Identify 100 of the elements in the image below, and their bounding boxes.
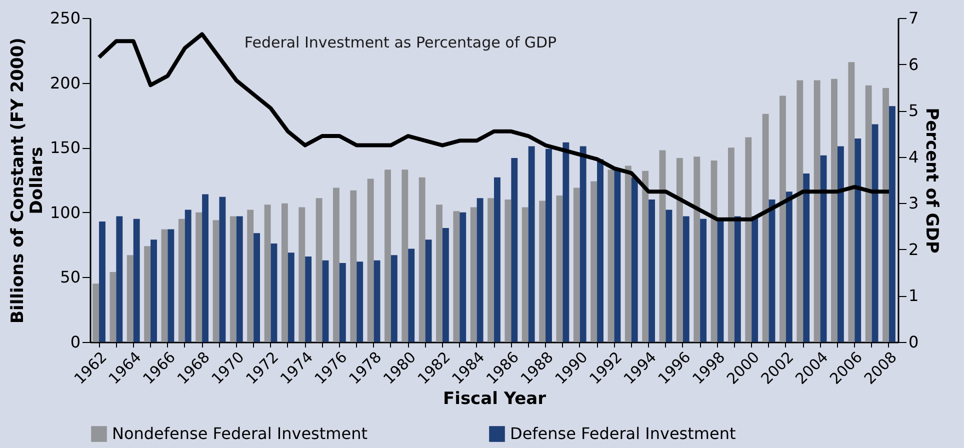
bar	[425, 240, 432, 342]
bar	[92, 284, 100, 342]
bar	[710, 160, 718, 342]
y2-tick-label: 6	[908, 54, 919, 74]
bar	[270, 244, 278, 342]
bar	[133, 218, 140, 342]
bar	[837, 146, 844, 342]
bar	[453, 211, 460, 342]
bar	[676, 158, 683, 342]
bar	[872, 124, 878, 342]
bar	[374, 260, 380, 342]
y2-tick-label: 3	[908, 194, 919, 213]
bar	[161, 229, 168, 342]
bar	[470, 207, 477, 342]
bar	[333, 188, 340, 342]
bar	[178, 218, 185, 342]
bar	[882, 88, 889, 342]
legend-label: Defense Federal Investment	[510, 424, 736, 443]
bar	[247, 210, 254, 342]
bar	[488, 198, 494, 342]
bar	[339, 262, 346, 342]
y2-tick-label: 1	[908, 286, 919, 306]
y-tick-label: 50	[60, 268, 80, 287]
bar	[614, 170, 621, 342]
bar	[288, 252, 294, 342]
bar	[150, 240, 157, 342]
series-label: Federal Investment as Percentage of GDP	[244, 33, 557, 52]
bar	[402, 170, 408, 342]
y-tick-label: 0	[70, 332, 80, 352]
bar	[418, 177, 426, 342]
bar	[631, 177, 638, 342]
line-series	[97, 32, 891, 222]
bar	[144, 246, 151, 342]
bar	[854, 138, 862, 342]
bar	[476, 198, 484, 342]
bar	[780, 96, 786, 342]
bar	[786, 192, 792, 342]
bar	[528, 146, 535, 342]
bar	[539, 200, 546, 342]
bar	[796, 80, 804, 342]
bar	[202, 194, 208, 342]
bar	[820, 155, 827, 342]
bar	[608, 170, 614, 342]
bar	[888, 106, 896, 342]
y2-axis-title: Percent of GDP	[922, 108, 942, 254]
bar	[511, 158, 518, 342]
bar	[442, 228, 449, 342]
bar	[848, 62, 855, 342]
bar	[745, 137, 752, 342]
bar	[322, 260, 329, 342]
bar	[642, 170, 649, 342]
bar	[390, 255, 398, 342]
bar	[831, 78, 838, 342]
y2-tick-label: 7	[908, 8, 919, 28]
bar	[254, 233, 260, 342]
y2-tick-label: 5	[908, 101, 919, 120]
bar	[546, 148, 552, 342]
bar	[408, 248, 415, 342]
bar	[316, 198, 322, 342]
bar	[580, 146, 586, 342]
bar	[356, 262, 364, 342]
bar	[230, 216, 236, 342]
bar	[494, 177, 500, 342]
bar	[597, 159, 604, 342]
bar	[752, 216, 758, 342]
bar	[350, 190, 357, 342]
legend-label: Nondefense Federal Investment	[112, 424, 368, 443]
y-tick-label: 250	[50, 8, 80, 28]
y2-tick-label: 0	[908, 332, 919, 352]
bar	[694, 156, 700, 342]
bar	[196, 212, 202, 342]
y-axis-title: Billions of Constant (FY 2000) Dollars	[8, 38, 47, 324]
bar	[126, 255, 134, 342]
bar	[648, 199, 655, 342]
bar	[666, 210, 672, 342]
bar	[562, 142, 570, 342]
bar	[803, 174, 810, 342]
y2-tick-label: 2	[908, 240, 919, 259]
y2-tick-label: 4	[908, 147, 919, 166]
y-tick-label: 100	[50, 202, 80, 222]
bar	[728, 148, 734, 342]
bar	[590, 181, 598, 342]
bar	[367, 178, 374, 342]
bar	[624, 166, 632, 342]
y-tick-label: 150	[50, 138, 80, 158]
bar	[281, 203, 288, 342]
bar	[184, 210, 192, 342]
bar	[762, 114, 769, 342]
bar	[682, 216, 690, 342]
bar	[110, 272, 116, 342]
bar	[556, 196, 563, 342]
bar	[460, 212, 466, 342]
bar	[219, 196, 226, 342]
bar	[305, 256, 312, 342]
bar	[212, 220, 220, 342]
x-axis-title: Fiscal Year	[443, 389, 547, 410]
bar	[700, 218, 707, 342]
bar	[384, 170, 391, 342]
bar	[436, 204, 442, 342]
bar	[264, 204, 271, 342]
